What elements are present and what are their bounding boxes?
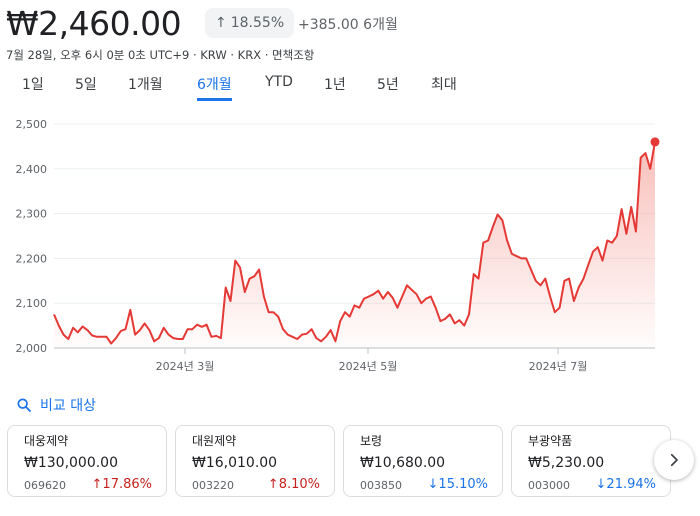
- tab-5d[interactable]: 5일: [75, 77, 97, 93]
- stock-card[interactable]: 대웅제약 ₩130,000.00 069620 ↑17.86%: [7, 425, 167, 497]
- card-name: 부광약품: [528, 434, 573, 448]
- price-area-fill: [54, 141, 655, 348]
- arrow-down-icon: ↓: [595, 477, 607, 492]
- price-line: [53, 141, 656, 345]
- arrow-up-icon: ↑: [91, 477, 103, 492]
- card-name: 대웅제약: [24, 434, 69, 448]
- tab-5y[interactable]: 5년: [377, 77, 399, 93]
- card-name: 대원제약: [192, 434, 237, 448]
- change-absolute: +385.00 6개월: [298, 17, 398, 33]
- card-code: 069620: [24, 479, 66, 492]
- card-change: ↑17.86%: [91, 477, 152, 492]
- y-axis-labels: 2,500 2,400 2,300 2,200 2,100 2,000: [16, 118, 48, 355]
- tab-ytd[interactable]: YTD: [265, 74, 293, 90]
- y-tick-label: 2,400: [16, 163, 48, 176]
- x-axis-labels: 2024년 3월 2024년 5월 2024년 7월: [156, 348, 588, 373]
- change-percent-chip: ↑ 18.55%: [205, 8, 295, 38]
- x-tick-label: 2024년 7월: [529, 360, 588, 373]
- x-tick-label: 2024년 3월: [156, 360, 215, 373]
- tab-1d[interactable]: 1일: [22, 77, 44, 93]
- card-change: ↓15.10%: [427, 477, 488, 492]
- arrow-up-icon: ↑: [267, 477, 279, 492]
- next-cards-button[interactable]: [654, 440, 694, 480]
- tab-max[interactable]: 최대: [431, 77, 457, 93]
- card-code: 003000: [528, 479, 570, 492]
- arrow-down-icon: ↓: [427, 477, 439, 492]
- range-tabs: 1일 5일 1개월 6개월 YTD 1년 5년 최대: [0, 74, 480, 101]
- card-price: ₩16,010.00: [192, 455, 278, 471]
- compare-label: 비교 대상: [40, 398, 96, 414]
- y-tick-label: 2,300: [16, 208, 48, 221]
- search-icon: [17, 398, 31, 412]
- stock-card[interactable]: 보령 ₩10,680.00 003850 ↓15.10%: [343, 425, 503, 497]
- card-change: ↑8.10%: [267, 477, 320, 492]
- tab-1m[interactable]: 1개월: [128, 77, 163, 93]
- card-change: ↓21.94%: [595, 477, 656, 492]
- price-meta: 7월 28일, 오후 6시 0분 0초 UTC+9 · KRW · KRX · …: [6, 48, 315, 62]
- x-tick-label: 2024년 5월: [339, 360, 398, 373]
- stock-card[interactable]: 부광약품 ₩5,230.00 003000 ↓21.94%: [511, 425, 671, 497]
- y-tick-label: 2,100: [16, 297, 48, 310]
- card-price: ₩130,000.00: [24, 455, 119, 471]
- tab-1y[interactable]: 1년: [324, 77, 346, 93]
- card-code: 003220: [192, 479, 234, 492]
- arrow-up-icon: ↑: [215, 15, 227, 31]
- last-price-point: [650, 137, 660, 147]
- tab-6m[interactable]: 6개월: [197, 74, 232, 101]
- chevron-right-icon: [670, 453, 678, 467]
- y-tick-label: 2,200: [16, 252, 48, 265]
- card-price: ₩10,680.00: [360, 455, 446, 471]
- card-price: ₩5,230.00: [528, 455, 605, 471]
- y-tick-label: 2,500: [16, 118, 48, 131]
- change-percent: 18.55%: [230, 15, 285, 31]
- stock-price: ₩2,460.00: [6, 4, 182, 43]
- stock-card[interactable]: 대원제약 ₩16,010.00 003220 ↑8.10%: [175, 425, 335, 497]
- y-tick-label: 2,000: [16, 342, 48, 355]
- compare-button[interactable]: 비교 대상: [16, 395, 96, 415]
- card-name: 보령: [360, 434, 383, 448]
- card-code: 003850: [360, 479, 402, 492]
